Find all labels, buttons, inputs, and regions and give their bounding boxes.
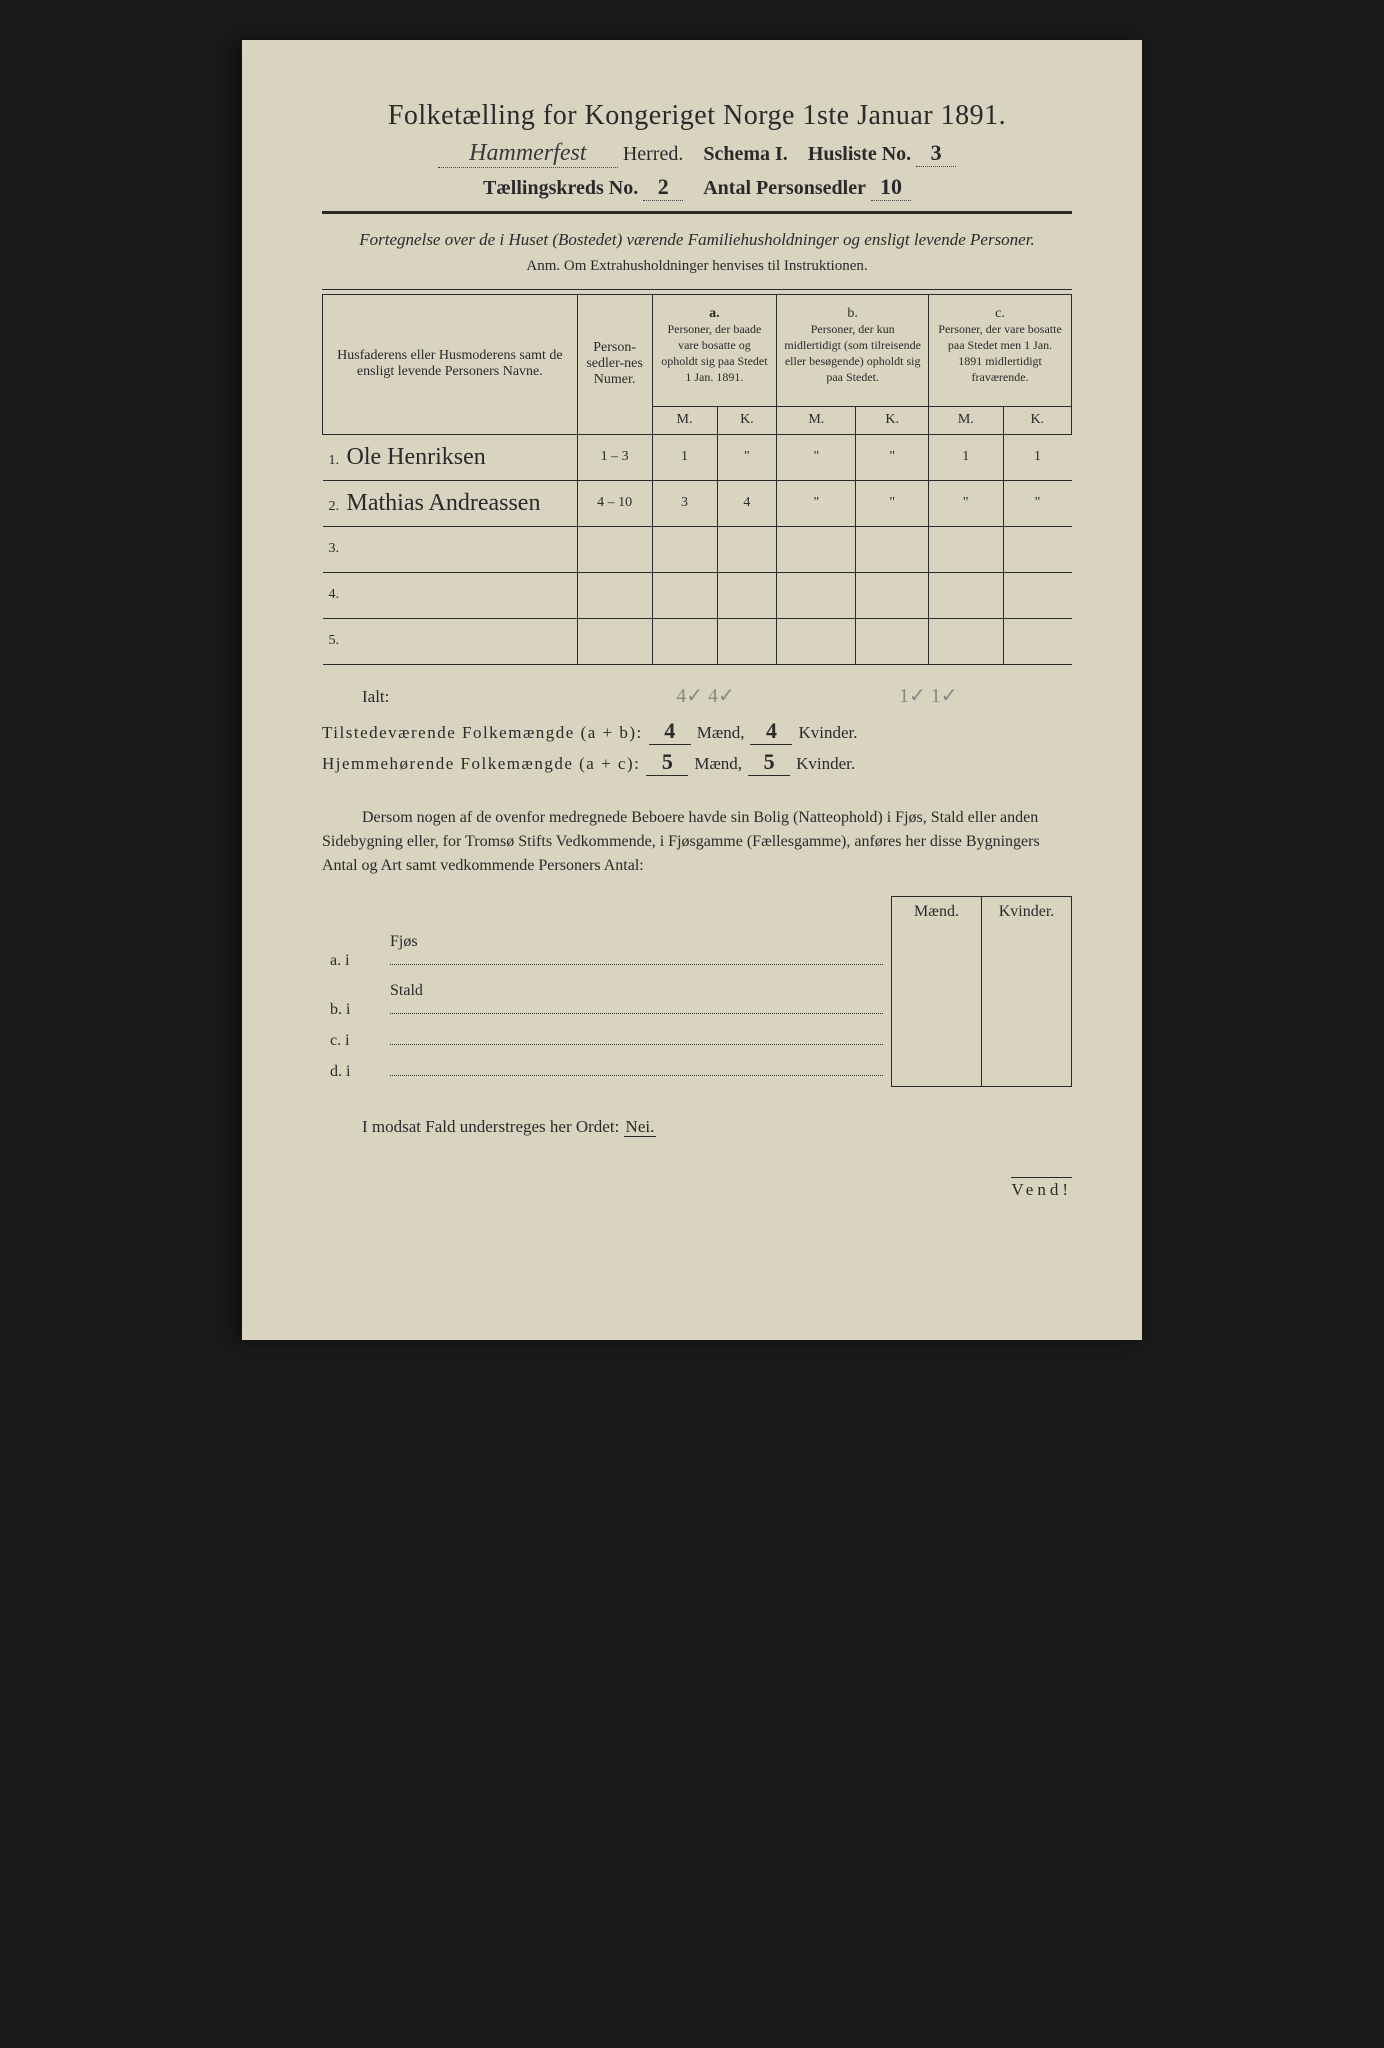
cell-c-m: " [929, 480, 1003, 526]
cell-a-k: " [717, 434, 777, 480]
page-title: Folketælling for Kongeriget Norge 1ste J… [322, 100, 1072, 132]
cell-a-m: 3 [652, 480, 717, 526]
bldg-type: Fjøs [390, 933, 418, 950]
resident-k: 5 [748, 749, 790, 776]
row-number: 3. [329, 541, 340, 556]
bldg-row: c. i [322, 1025, 1072, 1056]
col-a-text: Personer, der baade vare bosatte og opho… [661, 322, 767, 384]
bldg-dots [390, 1000, 883, 1014]
col-c-text: Personer, der vare bosatte paa Stedet me… [938, 322, 1061, 384]
resident-m: 5 [646, 749, 688, 776]
buildings-paragraph: Dersom nogen af de ovenfor medregnede Be… [322, 806, 1072, 878]
col-a-k: K. [717, 406, 777, 434]
row-number: 2. [329, 499, 340, 514]
present-m: 4 [649, 718, 691, 745]
person-name: Ole Henriksen [343, 444, 486, 470]
bldg-row-label: b. i [330, 1001, 350, 1018]
bldg-row-label: c. i [330, 1032, 350, 1049]
antal-value: 10 [871, 174, 911, 201]
nei-text: I modsat Fald understreges her Ordet: [362, 1117, 619, 1136]
cell-b-k: " [856, 434, 929, 480]
col-c-m: M. [929, 406, 1003, 434]
ialt-label: Ialt: [362, 687, 592, 707]
bldg-kvinder-head: Kvinder. [982, 896, 1072, 927]
present-label: Tilstedeværende Folkemængde (a + b): [322, 723, 643, 743]
cell-a-m: 1 [652, 434, 717, 480]
table-row: 1. Ole Henriksen 1 – 3 1 " " " 1 1 [323, 434, 1072, 480]
col-b-m: M. [777, 406, 856, 434]
kvinder-label: Kvinder. [798, 723, 857, 743]
description-line: Fortegnelse over de i Huset (Bostedet) v… [322, 228, 1072, 252]
household-table: Husfaderens eller Husmoderens samt de en… [322, 294, 1072, 665]
table-row: 2. Mathias Andreassen 4 – 10 3 4 " " " " [323, 480, 1072, 526]
bldg-row: b. i Stald [322, 976, 1072, 1025]
bldg-dots [390, 951, 883, 965]
header-row-2: Tællingskreds No. 2 Antal Personsedler 1… [322, 174, 1072, 201]
col-a-m: M. [652, 406, 717, 434]
ialt-row: Ialt: 4✓ 4✓ 1✓ 1✓ [362, 683, 1072, 708]
col-names: Husfaderens eller Husmoderens samt de en… [323, 294, 578, 434]
bldg-type: Stald [390, 982, 423, 999]
bldg-row-label: a. i [330, 952, 350, 969]
cell-c-m: 1 [929, 434, 1003, 480]
maend-label: Mænd, [697, 723, 745, 743]
antal-label: Antal Personsedler [703, 177, 866, 199]
bldg-row: a. i Fjøs [322, 927, 1072, 976]
husliste-label: Husliste No. [808, 143, 911, 165]
col-b-k: K. [856, 406, 929, 434]
table-row: 3. [323, 526, 1072, 572]
col-b-label: b. Personer, der kun midlertidigt (som t… [777, 294, 929, 398]
nei-word: Nei. [624, 1117, 657, 1137]
table-row: 4. [323, 572, 1072, 618]
schema-label: Schema I. [703, 143, 787, 165]
table-row: 5. [323, 618, 1072, 664]
kreds-label: Tællingskreds No. [483, 177, 638, 199]
herred-value: Hammerfest [438, 140, 618, 168]
row-number: 1. [329, 453, 340, 468]
cell-b-m: " [777, 434, 856, 480]
divider [322, 211, 1072, 214]
person-name: Mathias Andreassen [343, 490, 541, 516]
personseddel-range: 1 – 3 [577, 434, 652, 480]
col-a-letter: a. [709, 306, 720, 321]
bldg-dots [390, 1031, 883, 1045]
pencil-total-a: 4✓ 4✓ [676, 685, 735, 707]
header-row-1: Hammerfest Herred. Schema I. Husliste No… [322, 140, 1072, 168]
divider-thin [322, 289, 1072, 290]
col-b-letter: b. [847, 306, 858, 321]
kvinder-label: Kvinder. [796, 754, 855, 774]
anm-line: Anm. Om Extrahusholdninger henvises til … [322, 258, 1072, 275]
maend-label: Mænd, [694, 754, 742, 774]
summary-resident: Hjemmehørende Folkemængde (a + c): 5 Mæn… [322, 749, 1072, 776]
bldg-row-label: d. i [330, 1063, 350, 1080]
nei-line: I modsat Fald understreges her Ordet: Ne… [362, 1117, 1072, 1137]
col-person-num: Person-sedler-nes Numer. [577, 294, 652, 434]
col-c-k: K. [1003, 406, 1072, 434]
cell-c-k: 1 [1003, 434, 1072, 480]
col-c-label: c. Personer, der vare bosatte paa Stedet… [929, 294, 1072, 398]
census-form-page: Folketælling for Kongeriget Norge 1ste J… [242, 40, 1142, 1340]
buildings-table: Mænd. Kvinder. a. i Fjøs b. i Stald c. i… [322, 896, 1072, 1088]
vend-label: Vend! [1011, 1177, 1072, 1200]
col-c-letter: c. [995, 306, 1005, 321]
kreds-value: 2 [643, 174, 683, 201]
col-a-label: a. Personer, der baade vare bosatte og o… [652, 294, 777, 398]
herred-label: Herred. [623, 143, 684, 165]
present-k: 4 [750, 718, 792, 745]
cell-b-m: " [777, 480, 856, 526]
resident-label: Hjemmehørende Folkemængde (a + c): [322, 754, 640, 774]
cell-c-k: " [1003, 480, 1072, 526]
col-b-text: Personer, der kun midlertidigt (som tilr… [784, 322, 921, 384]
pencil-total-c: 1✓ 1✓ [899, 685, 958, 707]
personseddel-range: 4 – 10 [577, 480, 652, 526]
husliste-value: 3 [916, 140, 956, 167]
cell-b-k: " [856, 480, 929, 526]
bldg-row: d. i [322, 1056, 1072, 1087]
bldg-dots [390, 1062, 883, 1076]
row-number: 4. [329, 587, 340, 602]
bldg-maend-head: Mænd. [892, 896, 982, 927]
row-number: 5. [329, 633, 340, 648]
cell-a-k: 4 [717, 480, 777, 526]
summary-present: Tilstedeværende Folkemængde (a + b): 4 M… [322, 718, 1072, 745]
